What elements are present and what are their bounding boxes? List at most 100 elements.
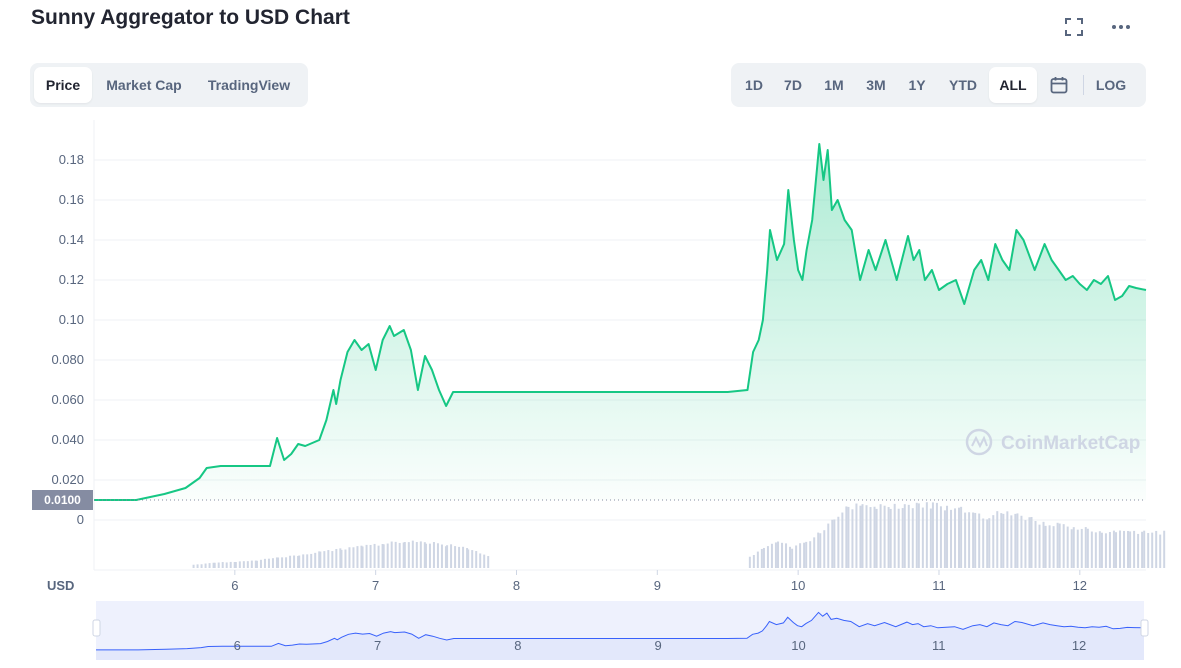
price-area	[94, 144, 1146, 500]
volume-bar	[289, 555, 292, 568]
volume-bars	[192, 502, 1166, 568]
volume-bar	[1080, 528, 1083, 568]
volume-bar	[929, 508, 932, 568]
y-tick-label: 0.10	[59, 312, 84, 327]
volume-bar	[982, 518, 985, 568]
volume-bar	[310, 553, 313, 568]
volume-bar	[323, 551, 326, 568]
volume-bar	[475, 551, 478, 568]
range-1y[interactable]: 1Y	[908, 77, 926, 93]
navigator-tick-label: 7	[374, 638, 381, 653]
volume-bar	[386, 543, 389, 568]
range-1d[interactable]: 1D	[745, 77, 763, 93]
volume-bar	[1066, 526, 1069, 568]
volume-bar	[893, 503, 896, 568]
volume-bar	[1000, 513, 1003, 568]
volume-bar	[254, 560, 257, 568]
volume-bar	[1108, 532, 1111, 568]
volume-bar	[954, 508, 957, 568]
volume-bar	[935, 502, 938, 568]
range-3m[interactable]: 3M	[866, 77, 886, 93]
navigator-tick-label: 10	[791, 638, 805, 653]
tab-price[interactable]: Price	[34, 67, 92, 103]
volume-bar	[319, 551, 322, 568]
navigator-handle-right[interactable]	[1140, 619, 1149, 637]
volume-bar	[921, 507, 924, 568]
range-divider	[1083, 75, 1084, 95]
currency-label: USD	[47, 578, 75, 593]
volume-bar	[774, 542, 777, 568]
range-7d[interactable]: 7D	[784, 77, 802, 93]
volume-bar	[1100, 532, 1103, 568]
volume-bar	[1147, 533, 1150, 568]
volume-bar	[1006, 511, 1009, 568]
volume-bar	[760, 548, 763, 568]
volume-bar	[450, 544, 453, 568]
more-icon[interactable]	[1108, 14, 1134, 40]
volume-bar	[394, 541, 397, 568]
volume-bar	[415, 542, 418, 568]
y-axis: 0 0.020 0.040 0.060 0.080 0.10 0.12 0.14 0.16 0.1…	[51, 152, 84, 527]
volume-bar	[306, 554, 309, 568]
volume-bar	[879, 504, 882, 568]
volume-bar	[423, 542, 426, 568]
x-tick-label: 11	[932, 578, 946, 593]
volume-bar	[1143, 530, 1146, 568]
volume-bar	[348, 547, 351, 568]
volume-bar	[234, 561, 237, 568]
volume-bar	[972, 512, 975, 568]
volume-bar	[1014, 513, 1017, 568]
volume-bar	[221, 562, 224, 568]
volume-bar	[381, 544, 384, 568]
navigator-line	[96, 611, 1145, 651]
navigator-tick-label: 9	[655, 638, 662, 653]
volume-bar	[799, 543, 802, 568]
volume-bar	[331, 551, 334, 568]
x-tick-label: 8	[513, 578, 520, 593]
volume-bar	[1034, 520, 1037, 568]
navigator[interactable]: 6 7 8 9 10 11 12	[92, 601, 1149, 660]
volume-bar	[819, 533, 822, 568]
navigator-handle-left[interactable]	[92, 619, 101, 637]
volume-bar	[837, 516, 840, 568]
fullscreen-icon[interactable]	[1061, 14, 1087, 40]
volume-bar	[1052, 526, 1055, 568]
volume-bar	[246, 561, 249, 568]
volume-bar	[752, 555, 755, 568]
y-tick-label: 0.060	[51, 392, 84, 407]
volume-bar	[1070, 529, 1073, 568]
volume-bar	[428, 543, 431, 568]
tab-market-cap[interactable]: Market Cap	[106, 77, 182, 93]
y-tick-label: 0.020	[51, 472, 84, 487]
y-tick-label: 0.14	[59, 232, 84, 247]
calendar-icon[interactable]	[1037, 67, 1081, 103]
volume-bar	[925, 502, 928, 568]
y-tick-label: 0.080	[51, 352, 84, 367]
volume-bar	[943, 510, 946, 568]
range-ytd[interactable]: YTD	[949, 77, 977, 93]
volume-bar	[855, 503, 858, 568]
range-1m[interactable]: 1M	[824, 77, 844, 93]
volume-bar	[1042, 521, 1045, 568]
volume-bar	[360, 545, 363, 568]
volume-bar	[1119, 530, 1122, 568]
volume-bar	[803, 542, 806, 568]
tab-tradingview[interactable]: TradingView	[207, 77, 291, 93]
range-all[interactable]: ALL	[989, 67, 1037, 103]
volume-bar	[917, 503, 920, 568]
volume-bar	[1104, 533, 1107, 568]
volume-bar	[1094, 532, 1097, 568]
volume-bar	[487, 556, 490, 568]
volume-bar	[298, 555, 301, 568]
volume-bar	[281, 557, 284, 568]
volume-bar	[901, 508, 904, 568]
volume-bar	[344, 549, 347, 568]
volume-bar	[968, 512, 971, 568]
volume-bar	[911, 508, 914, 568]
volume-bar	[865, 505, 868, 568]
volume-bar	[861, 504, 864, 568]
log-toggle[interactable]: LOG	[1095, 77, 1127, 93]
volume-bar	[204, 563, 207, 568]
volume-bar	[1076, 529, 1079, 568]
volume-bar	[1044, 525, 1047, 568]
